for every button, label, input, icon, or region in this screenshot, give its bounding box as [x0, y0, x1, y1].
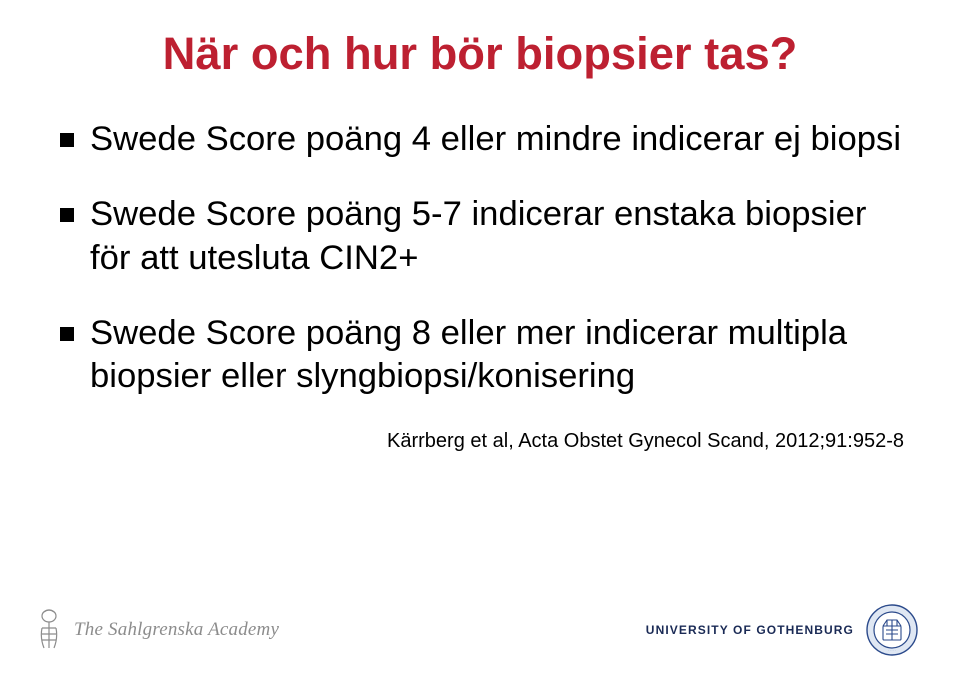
gothenburg-text: UNIVERSITY OF GOTHENBURG: [646, 623, 854, 637]
footer: The Sahlgrenska Academy UNIVERSITY OF GO…: [0, 580, 960, 680]
sahlgrenska-text: The Sahlgrenska Academy: [74, 619, 279, 641]
citation: Kärrberg et al, Acta Obstet Gynecol Scan…: [387, 430, 904, 453]
slide: När och hur bör biopsier tas? Swede Scor…: [0, 0, 960, 680]
bullet-list: Swede Score poäng 4 eller mindre indicer…: [56, 118, 904, 399]
gothenburg-logo: UNIVERSITY OF GOTHENBURG · · · · · · · ·…: [646, 604, 918, 656]
gothenburg-seal-icon: · · · · · · · · · ·: [866, 604, 918, 656]
svg-text:· · · · ·: · · · · ·: [888, 610, 896, 614]
slide-title: När och hur bör biopsier tas?: [56, 28, 904, 80]
bullet-item: Swede Score poäng 8 eller mer indicerar …: [60, 312, 904, 399]
bullet-item: Swede Score poäng 4 eller mindre indicer…: [60, 118, 904, 161]
bullet-item: Swede Score poäng 5-7 indicerar enstaka …: [60, 193, 904, 280]
sahlgrenska-icon: [34, 608, 64, 652]
svg-text:· · · · ·: · · · · ·: [888, 648, 896, 652]
sahlgrenska-logo: The Sahlgrenska Academy: [34, 608, 279, 652]
